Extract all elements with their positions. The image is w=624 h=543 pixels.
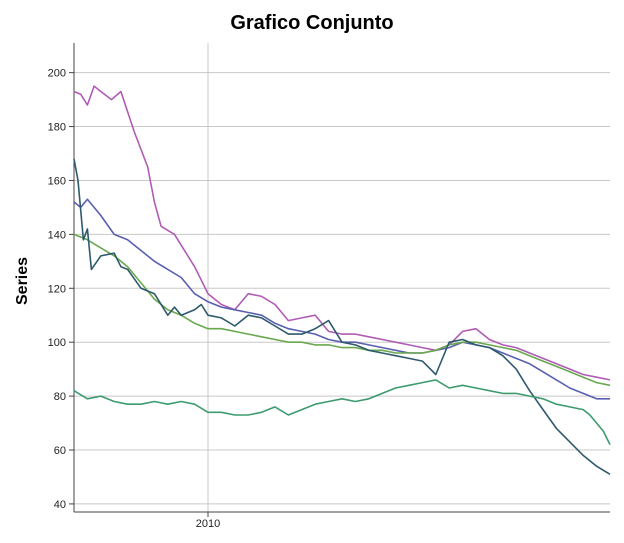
- y-tick-label: 60: [54, 445, 66, 457]
- y-tick-label: 160: [48, 175, 66, 187]
- y-tick-label: 40: [54, 499, 66, 511]
- series-line-5: [73, 379, 611, 445]
- tick-label-layer: 40 60 80 100 120 140 160 180 200 2010: [48, 68, 221, 530]
- series-line-2: [73, 198, 610, 400]
- chart-title: Grafico Conjunto: [230, 12, 394, 34]
- y-tick-label: 180: [48, 122, 66, 134]
- y-tick-label: 200: [48, 68, 66, 80]
- y-tick-label: 140: [48, 229, 66, 241]
- series-line-3: [73, 233, 611, 387]
- series-line-1: [73, 85, 611, 381]
- grid-layer: [74, 43, 610, 512]
- axis-layer: [69, 43, 610, 517]
- y-tick-label: 100: [48, 337, 66, 349]
- series-layer: [73, 85, 611, 475]
- y-tick-label: 120: [48, 283, 66, 295]
- y-tick-label: 80: [54, 391, 66, 403]
- x-tick-label: 2010: [196, 518, 220, 530]
- series-line-4: [73, 158, 611, 475]
